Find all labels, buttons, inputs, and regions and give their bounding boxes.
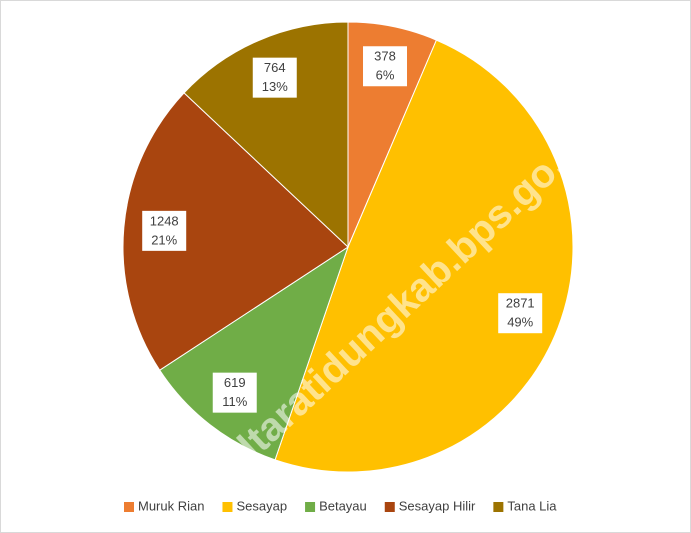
value-label: 2871 bbox=[506, 296, 535, 311]
legend-swatch bbox=[384, 502, 395, 512]
legend-swatch bbox=[124, 502, 134, 512]
label-box bbox=[212, 372, 257, 413]
percent-label: 11% bbox=[222, 394, 247, 409]
legend-swatch bbox=[222, 502, 233, 512]
percent-label: 49% bbox=[507, 315, 533, 330]
value-label: 619 bbox=[224, 375, 246, 390]
pie-slice bbox=[274, 39, 574, 473]
value-label: 378 bbox=[374, 49, 396, 64]
pie-slice bbox=[122, 92, 349, 371]
legend-label: Muruk Rian bbox=[138, 498, 204, 513]
percent-label: 13% bbox=[262, 79, 288, 94]
pie bbox=[122, 21, 574, 473]
percent-label: 21% bbox=[151, 232, 177, 247]
percent-label: 6% bbox=[376, 68, 395, 83]
legend-swatch bbox=[305, 502, 316, 512]
legend-swatch bbox=[493, 502, 504, 512]
label-box bbox=[252, 57, 297, 98]
value-label: 764 bbox=[264, 60, 286, 75]
label-box bbox=[498, 293, 543, 334]
legend: Muruk Rian Sesayap Betayau Sesayap Hilir Tan… bbox=[124, 498, 557, 513]
legend-label: Betayau bbox=[319, 498, 367, 513]
legend-label: Tana Lia bbox=[507, 498, 557, 513]
legend-label: Sesayap bbox=[236, 498, 287, 513]
pie-slice bbox=[183, 21, 349, 249]
value-label: 1248 bbox=[150, 213, 179, 228]
label-box bbox=[363, 46, 408, 87]
pie-slice bbox=[159, 245, 349, 461]
legend-label: Sesayap Hilir bbox=[399, 498, 476, 513]
labels: 378 6% 2871 49% 619 11% 1248 21% 764 13% bbox=[142, 46, 543, 413]
label-box bbox=[142, 210, 187, 251]
